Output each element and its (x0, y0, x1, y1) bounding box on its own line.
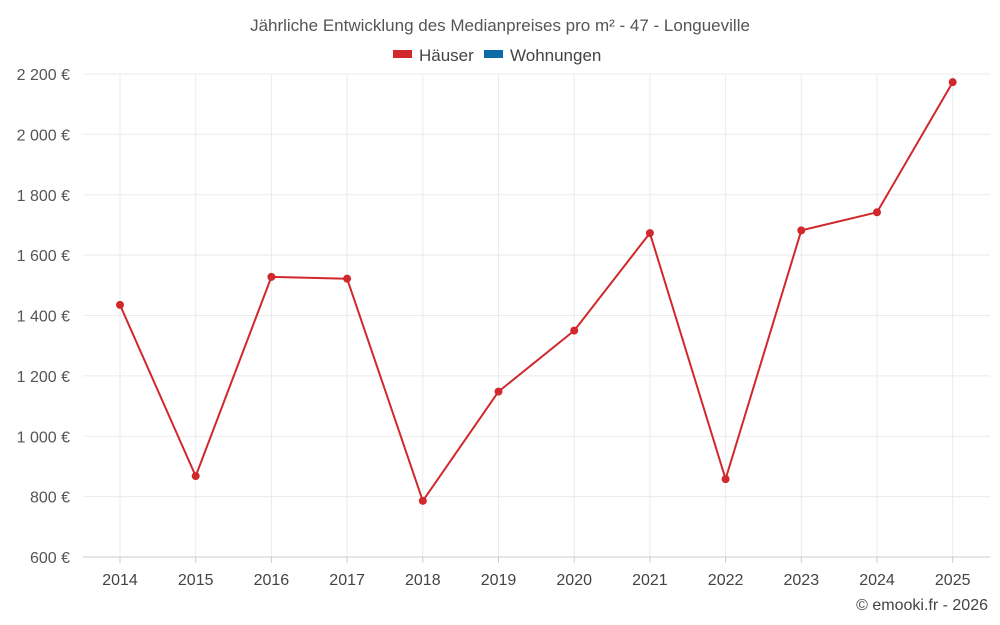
y-tick-label: 2 200 € (17, 67, 70, 84)
x-tick-label: 2023 (784, 572, 820, 589)
x-tick-label: 2015 (178, 572, 214, 589)
y-tick-label: 600 € (30, 550, 70, 567)
x-axis-ticks: 2014 2015 2016 2017 2018 2019 2020 2021 2022 2023… (102, 572, 970, 589)
y-tick-label: 1 600 € (17, 248, 70, 265)
legend-swatch-haeuser (393, 50, 412, 58)
data-point-haeuser[interactable] (116, 300, 124, 309)
x-tick-label: 2025 (935, 572, 971, 589)
data-point-haeuser[interactable] (494, 387, 503, 396)
y-tick-label: 1 000 € (17, 429, 70, 446)
x-gridlines (119, 74, 954, 563)
x-tick-label: 2016 (254, 572, 290, 589)
y-tick-label: 1 400 € (17, 309, 70, 326)
series-line-haeuser (119, 81, 954, 502)
x-tick-label: 2019 (481, 572, 517, 589)
legend-item-wohnungen[interactable]: Wohnungen (484, 46, 601, 65)
x-tick-label: 2022 (708, 572, 744, 589)
data-point-haeuser[interactable] (948, 78, 957, 87)
data-point-haeuser[interactable] (418, 496, 427, 505)
data-point-haeuser[interactable] (645, 229, 654, 238)
y-gridlines (83, 73, 990, 498)
legend-swatch-wohnungen (484, 50, 503, 58)
x-tick-label: 2020 (556, 572, 592, 589)
legend-label-wohnungen: Wohnungen (510, 46, 601, 65)
data-point-haeuser[interactable] (267, 272, 276, 281)
series-haeuser (116, 78, 957, 505)
x-tick-label: 2024 (859, 572, 895, 589)
data-point-haeuser[interactable] (191, 472, 200, 481)
y-tick-label: 1 200 € (17, 369, 70, 386)
x-tick-label: 2021 (632, 572, 668, 589)
x-tick-label: 2014 (102, 572, 138, 589)
legend-label-haeuser: Häuser (419, 46, 474, 65)
legend: Häuser Wohnungen (393, 46, 601, 65)
chart-title: Jährliche Entwicklung des Medianpreises … (250, 16, 750, 35)
y-tick-label: 800 € (30, 490, 70, 507)
data-point-haeuser[interactable] (873, 208, 881, 217)
x-tick-label: 2018 (405, 572, 441, 589)
data-point-haeuser[interactable] (721, 475, 730, 484)
x-tick-label: 2017 (329, 572, 365, 589)
data-point-haeuser[interactable] (797, 226, 806, 235)
legend-item-haeuser[interactable]: Häuser (393, 46, 474, 65)
data-point-haeuser[interactable] (343, 274, 352, 283)
data-point-haeuser[interactable] (570, 326, 579, 335)
y-axis-ticks: 600 € 800 € 1 000 € 1 200 € 1 400 € 1 600 € 1 … (17, 67, 70, 567)
y-tick-label: 1 800 € (17, 188, 70, 205)
y-tick-label: 2 000 € (17, 127, 70, 144)
credit: © emooki.fr - 2026 (856, 597, 988, 614)
